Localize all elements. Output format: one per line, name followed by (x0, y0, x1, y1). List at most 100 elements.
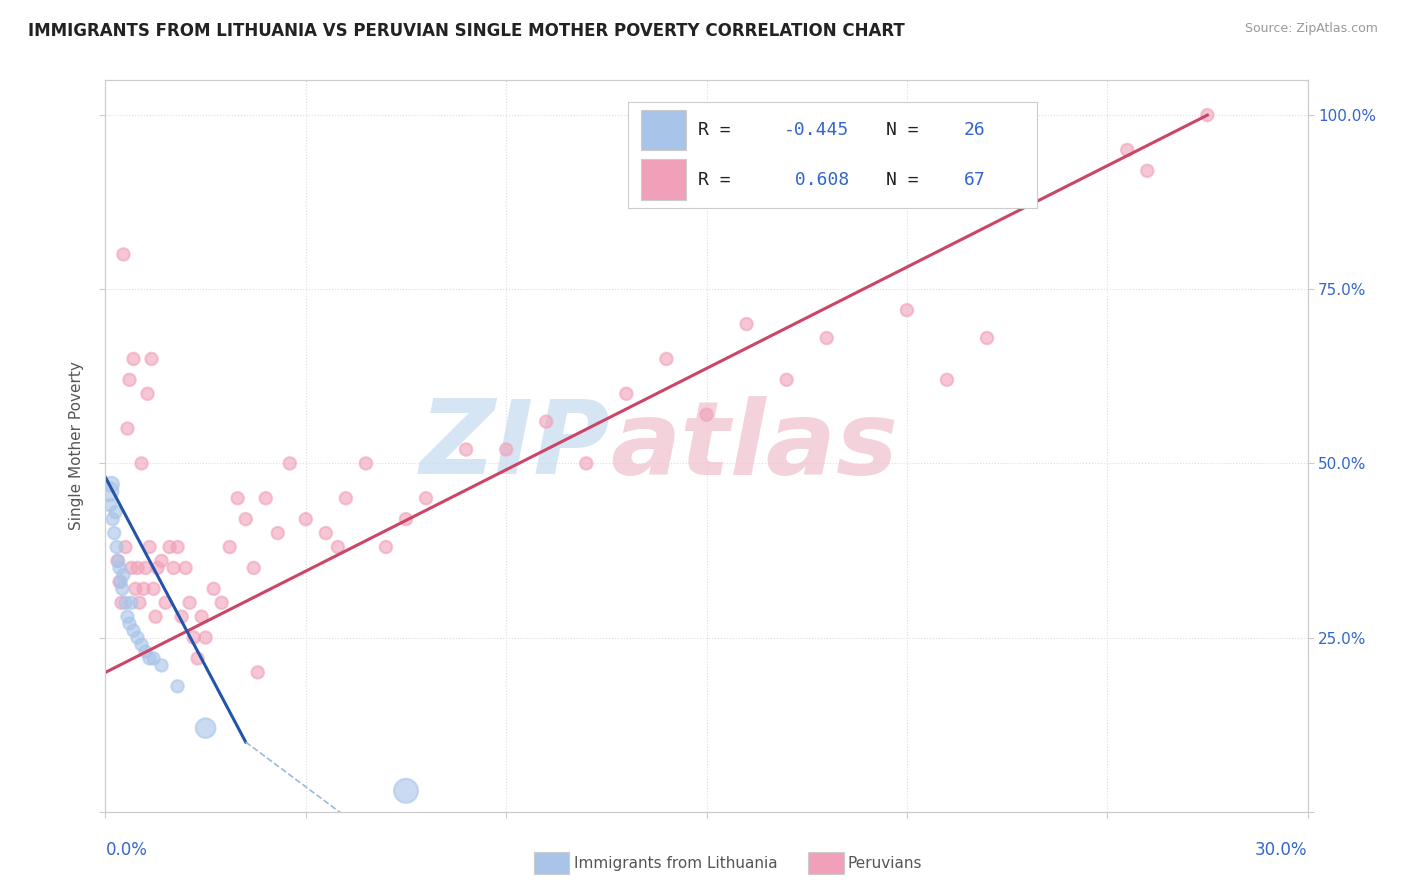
Point (117, 609, 139, 624)
Point (142, 651, 165, 665)
Point (118, 373, 141, 387)
Point (138, 540, 160, 554)
Point (98, 498, 121, 512)
Point (315, 526, 337, 541)
Text: ZIP: ZIP (420, 395, 610, 497)
Point (194, 631, 217, 645)
Point (145, 609, 167, 624)
Text: 0.0%: 0.0% (105, 841, 148, 859)
Point (150, 658, 173, 673)
Point (326, 540, 349, 554)
Point (936, 373, 959, 387)
Point (896, 303, 918, 318)
Point (211, 596, 233, 610)
Point (218, 540, 240, 554)
Point (495, 442, 517, 457)
Point (114, 540, 136, 554)
Point (127, 631, 149, 645)
Point (132, 582, 155, 596)
Point (170, 609, 193, 624)
Point (226, 491, 249, 506)
Point (124, 582, 146, 596)
Point (110, 596, 132, 610)
Point (118, 616, 141, 631)
Point (131, 457, 153, 471)
Text: atlas: atlas (610, 395, 898, 497)
Point (121, 561, 143, 575)
Point (122, 351, 145, 366)
Point (1197, 108, 1219, 122)
Point (166, 540, 188, 554)
Text: Immigrants from Lithuania: Immigrants from Lithuania (574, 856, 778, 871)
Point (114, 596, 136, 610)
Point (105, 540, 128, 554)
Point (575, 457, 598, 471)
Point (190, 609, 212, 624)
Point (162, 561, 184, 575)
Point (815, 331, 838, 345)
Point (395, 784, 418, 798)
Point (146, 561, 169, 575)
Point (131, 638, 153, 652)
Point (187, 651, 209, 665)
Point (976, 331, 998, 345)
Point (183, 631, 205, 645)
Point (100, 477, 122, 491)
Point (254, 491, 277, 506)
Point (235, 512, 257, 526)
Point (135, 644, 157, 658)
Point (655, 351, 678, 366)
Point (415, 491, 437, 506)
Point (776, 373, 799, 387)
Point (136, 386, 159, 401)
Point (696, 408, 718, 422)
Point (150, 554, 173, 568)
Point (128, 596, 150, 610)
Point (101, 512, 124, 526)
Text: IMMIGRANTS FROM LITHUANIA VS PERUVIAN SINGLE MOTHER POVERTY CORRELATION CHART: IMMIGRANTS FROM LITHUANIA VS PERUVIAN SI… (28, 22, 905, 40)
Point (1116, 143, 1139, 157)
Point (104, 505, 127, 519)
Point (1136, 164, 1159, 178)
Point (267, 526, 290, 541)
Text: 30.0%: 30.0% (1256, 841, 1308, 859)
Point (166, 679, 188, 693)
Point (111, 582, 134, 596)
Point (142, 582, 165, 596)
Point (127, 561, 149, 575)
Text: Source: ZipAtlas.com: Source: ZipAtlas.com (1244, 22, 1378, 36)
Point (278, 457, 301, 471)
Text: Peruvians: Peruvians (848, 856, 922, 871)
Point (122, 624, 145, 638)
Point (179, 596, 201, 610)
Y-axis label: Single Mother Poverty: Single Mother Poverty (69, 361, 84, 531)
Point (110, 574, 132, 589)
Point (735, 317, 758, 331)
Point (335, 491, 357, 506)
Point (103, 526, 125, 541)
Point (107, 554, 129, 568)
Point (159, 540, 181, 554)
Point (108, 574, 131, 589)
Point (141, 351, 163, 366)
Point (112, 247, 135, 261)
Point (117, 421, 139, 435)
Point (456, 442, 478, 457)
Point (112, 567, 135, 582)
Point (108, 561, 131, 575)
Point (534, 415, 557, 429)
Point (395, 512, 418, 526)
Point (242, 561, 264, 575)
Point (202, 582, 225, 596)
Point (121, 596, 143, 610)
Point (107, 554, 129, 568)
Point (97, 484, 120, 499)
Point (155, 596, 177, 610)
Point (138, 651, 160, 665)
Point (374, 540, 398, 554)
Point (295, 512, 318, 526)
Point (194, 721, 217, 735)
Point (616, 386, 638, 401)
Point (246, 665, 269, 680)
Point (354, 457, 377, 471)
